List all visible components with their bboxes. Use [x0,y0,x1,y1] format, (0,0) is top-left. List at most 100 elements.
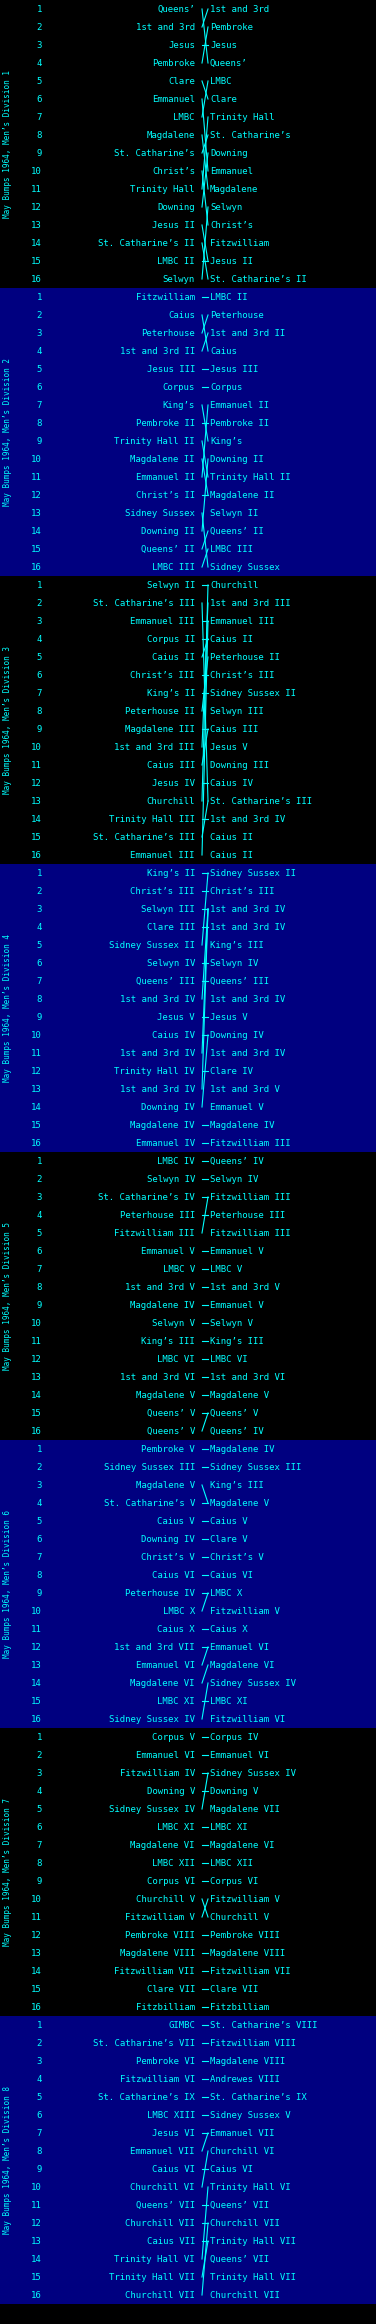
Text: Trinity Hall VII: Trinity Hall VII [210,2273,296,2282]
Text: Selwyn II: Selwyn II [210,509,258,518]
Text: Christ’s: Christ’s [152,167,195,177]
Text: 10: 10 [31,1894,42,1903]
Text: Magdalene IV: Magdalene IV [130,1120,195,1129]
Text: Trinity Hall VII: Trinity Hall VII [210,2236,296,2245]
Text: 15: 15 [31,1697,42,1706]
Text: Fitzwilliam V: Fitzwilliam V [210,1606,280,1615]
Text: St. Catharine’s: St. Catharine’s [114,149,195,158]
Text: Fitzwilliam IV: Fitzwilliam IV [120,1769,195,1778]
Text: 1st and 3rd V: 1st and 3rd V [210,1283,280,1292]
Text: 4: 4 [36,1211,42,1220]
Text: Corpus II: Corpus II [147,634,195,644]
Text: Selwyn IV: Selwyn IV [147,1174,195,1183]
Text: Churchill VII: Churchill VII [125,2219,195,2226]
Text: Sidney Sussex IV: Sidney Sussex IV [210,1769,296,1778]
Text: 5: 5 [36,941,42,951]
Text: St. Catharine’s IV: St. Catharine’s IV [98,1192,195,1202]
Text: Magdalene: Magdalene [147,130,195,139]
Text: Downing V: Downing V [210,1787,258,1796]
Text: 2: 2 [36,2038,42,2047]
Text: Downing: Downing [158,202,195,211]
Text: Magdalene IV: Magdalene IV [210,1446,274,1452]
Text: Caius II: Caius II [210,851,253,860]
Text: 1st and 3rd IV: 1st and 3rd IV [210,1048,285,1057]
Text: Emmanuel IV: Emmanuel IV [136,1139,195,1148]
Text: Magdalene III: Magdalene III [125,725,195,734]
Text: 14: 14 [31,1966,42,1975]
Text: LMBC III: LMBC III [152,562,195,572]
Bar [0,1441,376,1729]
Text: Sidney Sussex: Sidney Sussex [210,562,280,572]
Text: 1: 1 [36,1157,42,1167]
Text: 9: 9 [36,437,42,446]
Text: Magdalene VI: Magdalene VI [210,1841,274,1850]
Text: 16: 16 [31,562,42,572]
Text: 12: 12 [31,779,42,788]
Text: Caius IV: Caius IV [152,1030,195,1039]
Text: Fitzwilliam III: Fitzwilliam III [210,1192,291,1202]
Text: Magdalene VI: Magdalene VI [130,1841,195,1850]
Text: Downing II: Downing II [210,456,264,462]
Text: Emmanuel III: Emmanuel III [130,851,195,860]
Text: LMBC XI: LMBC XI [158,1697,195,1706]
Text: LMBC II: LMBC II [158,256,195,265]
Text: 2: 2 [36,1462,42,1471]
Text: Fitzwilliam III: Fitzwilliam III [210,1139,291,1148]
Text: 9: 9 [36,1301,42,1308]
Text: 14: 14 [31,1102,42,1111]
Text: King’s II: King’s II [147,869,195,878]
Text: 15: 15 [31,2273,42,2282]
Text: LMBC VI: LMBC VI [158,1355,195,1364]
Text: Jesus V: Jesus V [210,741,248,751]
Text: Churchill VII: Churchill VII [210,2219,280,2226]
Text: 3: 3 [36,2057,42,2066]
Text: 2: 2 [36,600,42,607]
Text: Corpus: Corpus [163,383,195,390]
Text: St. Catharine’s: St. Catharine’s [210,130,291,139]
Text: 3: 3 [36,1769,42,1778]
Text: 3: 3 [36,1480,42,1490]
Text: Selwyn IV: Selwyn IV [210,957,258,967]
Text: St. Catharine’s IX: St. Catharine’s IX [98,2092,195,2101]
Text: Caius X: Caius X [158,1624,195,1634]
Text: Emmanuel VI: Emmanuel VI [210,1750,269,1759]
Text: 6: 6 [36,95,42,105]
Text: Caius VI: Caius VI [152,1571,195,1580]
Text: Caius IV: Caius IV [210,779,253,788]
Text: 11: 11 [31,1048,42,1057]
Text: 1: 1 [36,1731,42,1741]
Text: 15: 15 [31,1408,42,1418]
Text: Trinity Hall III: Trinity Hall III [109,813,195,823]
Text: 2: 2 [36,23,42,33]
Text: Emmanuel V: Emmanuel V [210,1301,264,1308]
Text: 5: 5 [36,1229,42,1236]
Text: Downing IV: Downing IV [210,1030,264,1039]
Text: Clare VII: Clare VII [147,1985,195,1994]
Text: Trinity Hall IV: Trinity Hall IV [114,1067,195,1076]
Text: 1st and 3rd IV: 1st and 3rd IV [120,1048,195,1057]
Text: Trinity Hall VI: Trinity Hall VI [114,2254,195,2264]
Text: Churchill VII: Churchill VII [210,2291,280,2298]
Text: Sidney Sussex III: Sidney Sussex III [104,1462,195,1471]
Bar [0,2015,376,2303]
Text: Queens’ II: Queens’ II [210,528,264,535]
Text: Magdalene: Magdalene [210,184,258,193]
Text: 16: 16 [31,1427,42,1436]
Text: 15: 15 [31,1120,42,1129]
Text: Fitzwilliam: Fitzwilliam [136,293,195,302]
Text: Magdalene VII: Magdalene VII [210,1803,280,1813]
Text: Caius X: Caius X [210,1624,248,1634]
Text: Queens’ V: Queens’ V [147,1427,195,1436]
Text: Trinity Hall VI: Trinity Hall VI [210,2182,291,2192]
Text: 3: 3 [36,904,42,913]
Text: 1st and 3rd IV: 1st and 3rd IV [210,813,285,823]
Text: 9: 9 [36,149,42,158]
Text: Queens’ III: Queens’ III [136,976,195,985]
Text: 7: 7 [36,2129,42,2138]
Text: 2: 2 [36,311,42,318]
Text: 1st and 3rd VI: 1st and 3rd VI [120,1373,195,1380]
Text: Queens’ IV: Queens’ IV [210,1157,264,1167]
Bar [0,865,376,1153]
Text: Selwyn V: Selwyn V [210,1318,253,1327]
Text: Magdalene V: Magdalene V [136,1390,195,1399]
